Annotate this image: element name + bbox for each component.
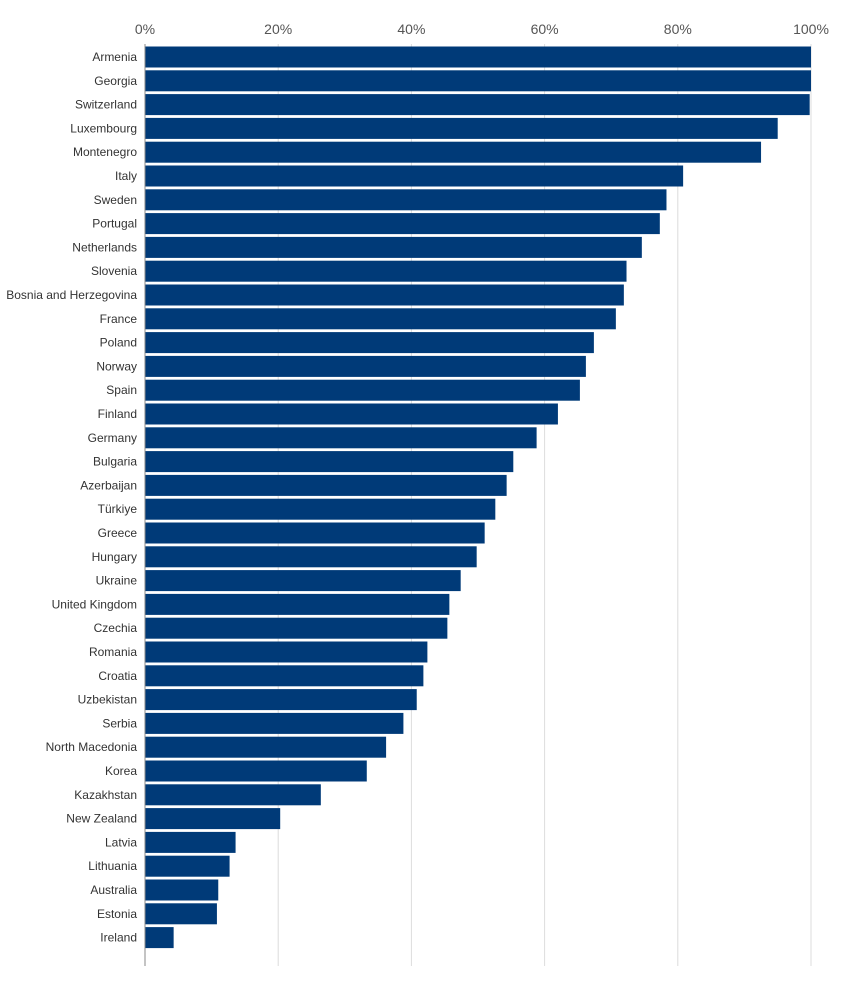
category-label: Ireland xyxy=(100,931,137,945)
category-label: Australia xyxy=(90,883,137,897)
bar xyxy=(145,189,667,211)
bar xyxy=(145,213,660,235)
category-label: France xyxy=(100,312,138,326)
bar xyxy=(145,736,387,758)
category-label: Lithuania xyxy=(88,859,137,873)
bar xyxy=(145,474,507,496)
x-tick-label: 40% xyxy=(397,21,425,37)
bar xyxy=(145,141,762,163)
x-tick-label: 60% xyxy=(531,21,559,37)
category-label: Italy xyxy=(115,169,137,183)
bar xyxy=(145,117,778,139)
category-label: Türkiye xyxy=(98,502,138,516)
category-label: Uzbekistan xyxy=(78,693,137,707)
category-label: Sweden xyxy=(94,193,137,207)
bar xyxy=(145,593,450,615)
category-label: Luxembourg xyxy=(70,121,137,135)
bar xyxy=(145,617,448,639)
category-label: Switzerland xyxy=(75,98,137,112)
category-label: Czechia xyxy=(94,621,138,635)
category-label: New Zealand xyxy=(66,812,137,826)
category-label: Slovenia xyxy=(91,264,137,278)
bar xyxy=(145,712,404,734)
category-label: Ukraine xyxy=(96,574,138,588)
category-label: Romania xyxy=(89,645,137,659)
category-label: Bosnia and Herzegovina xyxy=(6,288,137,302)
bar xyxy=(145,379,580,401)
category-label: Georgia xyxy=(94,74,137,88)
category-label: Hungary xyxy=(92,550,137,564)
category-label: Bulgaria xyxy=(93,455,137,469)
category-label: Netherlands xyxy=(72,240,137,254)
bar xyxy=(145,927,174,949)
category-label: Serbia xyxy=(102,716,137,730)
category-label: Azerbaijan xyxy=(80,478,137,492)
bar xyxy=(145,332,594,354)
bar xyxy=(145,70,811,92)
category-label: Latvia xyxy=(105,835,137,849)
x-axis-tick-labels: 0% 20% 40% 60% 80% 100% xyxy=(135,21,829,37)
bar xyxy=(145,498,496,520)
category-label: Greece xyxy=(98,526,138,540)
bar xyxy=(145,903,217,925)
bar xyxy=(145,784,321,806)
bar xyxy=(145,260,627,282)
category-label: North Macedonia xyxy=(46,740,138,754)
category-label: Portugal xyxy=(92,217,137,231)
category-label: Montenegro xyxy=(73,145,137,159)
category-labels: Armenia Georgia Switzerland Luxembourg Monte… xyxy=(6,50,137,945)
bar xyxy=(145,855,230,877)
category-label: Norway xyxy=(96,359,137,373)
bar xyxy=(145,308,616,330)
bar xyxy=(145,522,485,544)
bar xyxy=(145,570,461,592)
x-tick-label: 80% xyxy=(664,21,692,37)
category-label: United Kingdom xyxy=(52,597,137,611)
x-tick-label: 20% xyxy=(264,21,292,37)
x-tick-label: 100% xyxy=(793,21,829,37)
bar xyxy=(145,451,514,473)
category-label: Poland xyxy=(100,336,137,350)
bar xyxy=(145,879,219,901)
bar xyxy=(145,641,428,663)
category-label: Germany xyxy=(88,431,137,445)
bar xyxy=(145,236,642,258)
bar xyxy=(145,355,586,377)
bar xyxy=(145,546,477,568)
category-label: Korea xyxy=(105,764,137,778)
bar xyxy=(145,831,236,853)
category-label: Kazakhstan xyxy=(74,788,137,802)
category-label: Armenia xyxy=(92,50,137,64)
category-label: Estonia xyxy=(97,907,137,921)
bar xyxy=(145,46,811,68)
bar xyxy=(145,427,537,449)
bars xyxy=(145,46,811,949)
bar xyxy=(145,403,558,425)
bar xyxy=(145,665,424,687)
bar xyxy=(145,165,684,187)
bar xyxy=(145,94,810,116)
bar xyxy=(145,689,417,711)
bar xyxy=(145,284,624,306)
category-label: Croatia xyxy=(98,669,137,683)
category-label: Finland xyxy=(98,407,137,421)
x-tick-label: 0% xyxy=(135,21,155,37)
category-label: Spain xyxy=(106,383,137,397)
bar xyxy=(145,760,367,782)
bar xyxy=(145,808,281,830)
